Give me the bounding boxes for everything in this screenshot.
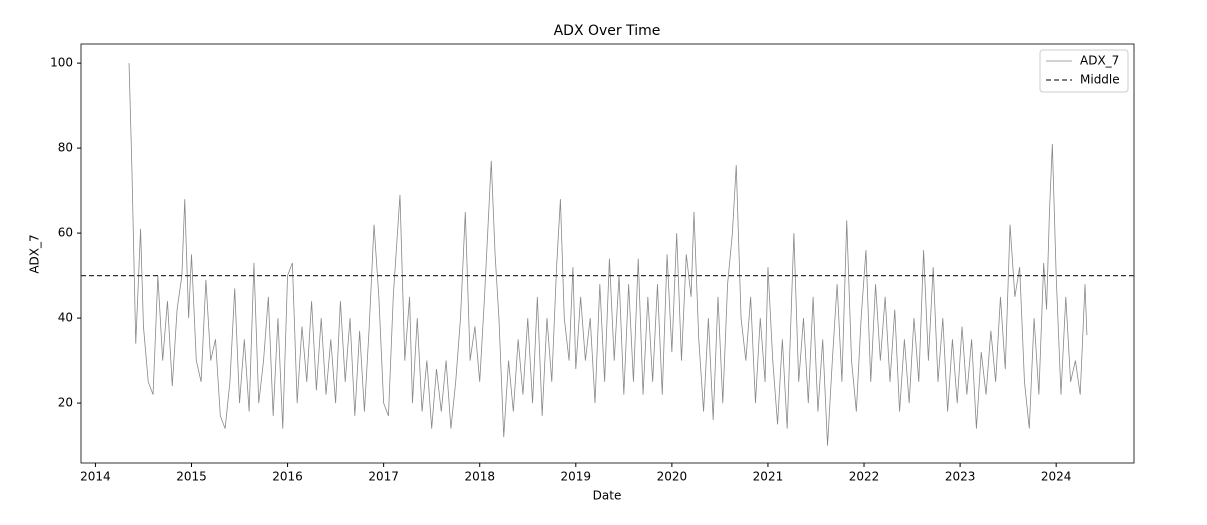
x-tick-label: 2024 xyxy=(1041,470,1072,484)
data-line xyxy=(128,63,1088,446)
x-tick-label: 2015 xyxy=(176,470,207,484)
x-tick-label: 2016 xyxy=(272,470,303,484)
x-axis-label: Date xyxy=(593,489,622,503)
x-tick-label: 2014 xyxy=(80,470,111,484)
x-tick-label: 2021 xyxy=(753,470,784,484)
y-tick-label: 80 xyxy=(58,141,73,155)
y-tick-label: 40 xyxy=(58,311,73,325)
y-axis-label: ADX_7 xyxy=(28,234,42,273)
y-tick-label: 100 xyxy=(50,56,73,70)
x-tick-label: 2018 xyxy=(464,470,495,484)
plot-frame xyxy=(80,43,1135,464)
y-tick-label: 20 xyxy=(58,396,73,410)
legend-box xyxy=(1039,49,1129,93)
y-tick-label: 60 xyxy=(58,226,73,240)
x-tick-label: 2023 xyxy=(945,470,976,484)
legend-label: ADX_7 xyxy=(1080,54,1119,68)
x-tick-label: 2022 xyxy=(849,470,880,484)
legend-label: Middle xyxy=(1080,73,1120,87)
x-tick-label: 2017 xyxy=(368,470,399,484)
x-tick-label: 2020 xyxy=(657,470,688,484)
x-tick-label: 2019 xyxy=(561,470,592,484)
chart-title: ADX Over Time xyxy=(554,23,661,39)
